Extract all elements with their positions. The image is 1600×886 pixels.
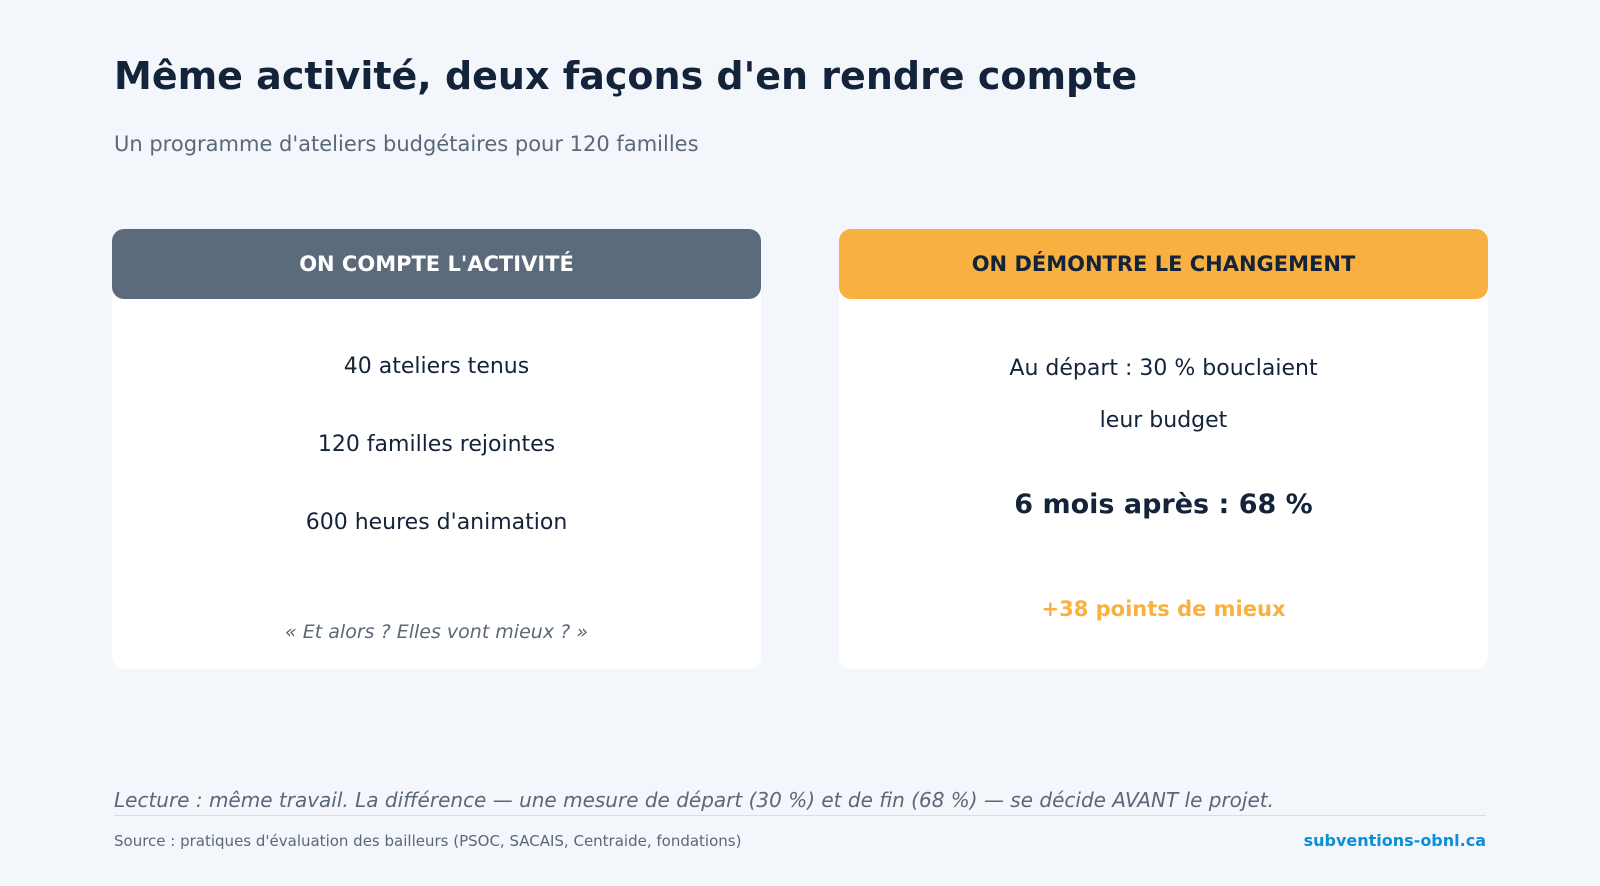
card-result: 6 mois après : 68 % bbox=[1014, 489, 1313, 520]
card-item: 120 familles rejointes bbox=[317, 432, 556, 457]
card-note: « Et alors ? Elles vont mieux ? » bbox=[285, 621, 588, 643]
card: ON DÉMONTRE LE CHANGEMENT Au départ : 30… bbox=[839, 229, 1488, 669]
divider bbox=[114, 815, 1486, 816]
card-item: 600 heures d'animation bbox=[305, 510, 568, 535]
site-link[interactable]: subventions-obnl.ca bbox=[1303, 831, 1486, 850]
card-item: Au départ : 30 % bouclaient leur budget bbox=[1009, 356, 1318, 433]
reading-note: Lecture : même travail. La différence — … bbox=[114, 788, 1274, 812]
card-heading: ON COMPTE L'ACTIVITÉ bbox=[112, 229, 761, 299]
card-heading: ON DÉMONTRE LE CHANGEMENT bbox=[839, 229, 1488, 299]
subtitle: Un programme d'ateliers budgétaires pour… bbox=[114, 132, 699, 156]
card-item: 40 ateliers tenus bbox=[343, 354, 530, 379]
title: Même activité, deux façons d'en rendre c… bbox=[114, 54, 1138, 98]
source: Source : pratiques d'évaluation des bail… bbox=[114, 832, 742, 850]
card-note: +38 points de mieux bbox=[1041, 597, 1286, 621]
card: ON COMPTE L'ACTIVITÉ 40 ateliers tenus 1… bbox=[112, 229, 761, 669]
